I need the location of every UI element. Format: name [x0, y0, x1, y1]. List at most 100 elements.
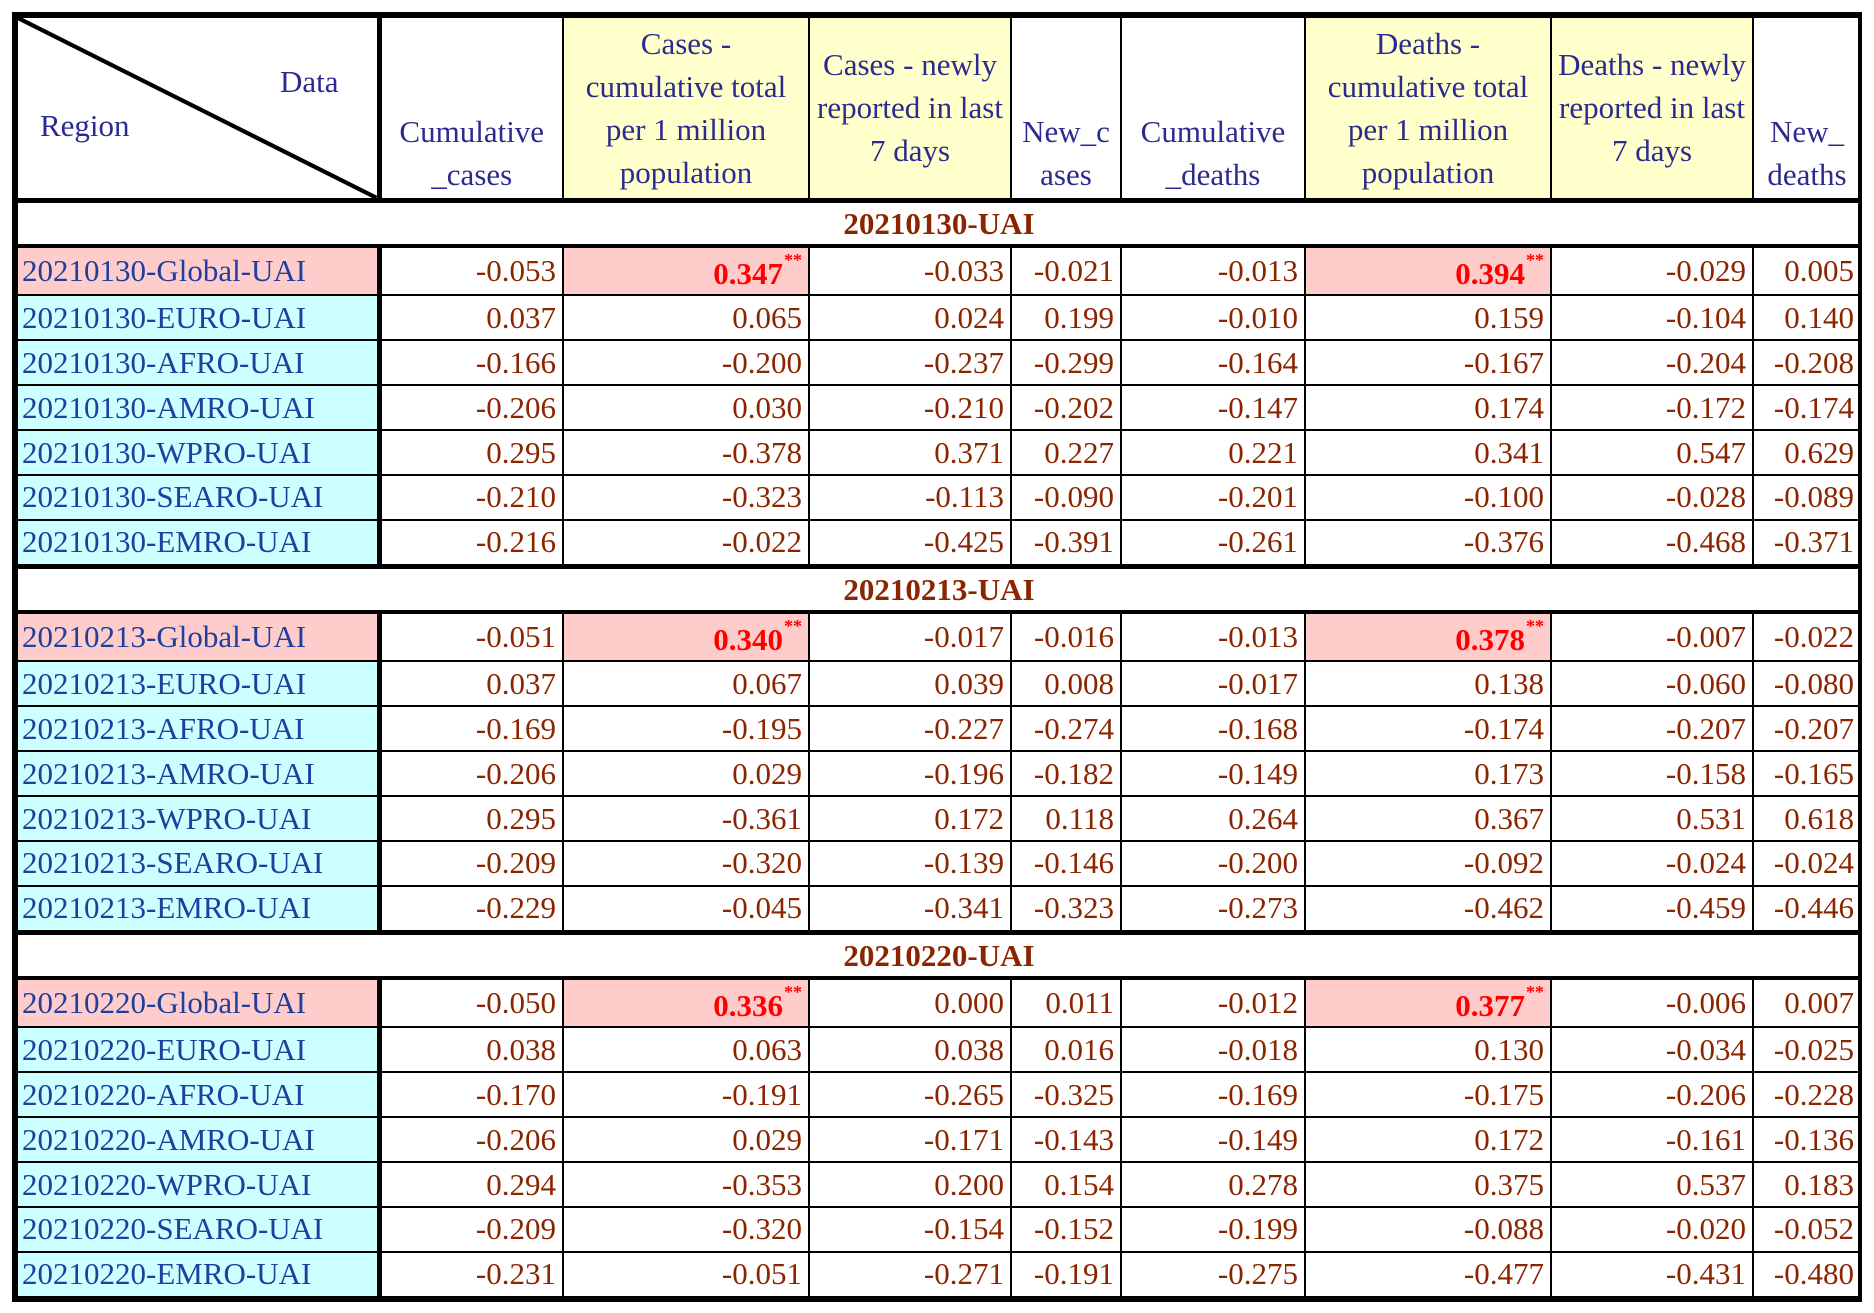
- value-cell: 0.200: [808, 1161, 1012, 1209]
- header-cases-last-7-days: Cases - newly reported in last 7 days: [808, 15, 1012, 203]
- cell-value: 0.183: [1784, 1166, 1854, 1202]
- value-cell: -0.022: [1752, 611, 1862, 663]
- value-cell: -0.229: [378, 884, 564, 934]
- cell-value: 0.172: [1474, 1121, 1544, 1157]
- cell-value: -0.166: [475, 344, 556, 380]
- value-cell: 0.172: [1304, 1116, 1552, 1164]
- cell-value: -0.201: [1217, 479, 1298, 515]
- value-cell: -0.208: [1752, 339, 1862, 387]
- cell-value: 0.295: [486, 800, 556, 836]
- cell-value: -0.206: [475, 755, 556, 791]
- value-cell: -0.033: [808, 245, 1012, 297]
- value-cell: 0.227: [1010, 429, 1122, 476]
- value-cell: -0.201: [1120, 473, 1306, 521]
- value-cell: -0.025: [1752, 1026, 1862, 1074]
- region-cell: 20210213-EURO-UAI: [16, 660, 382, 708]
- value-cell: -0.167: [1304, 339, 1552, 387]
- cell-value: -0.022: [721, 524, 802, 560]
- table-row: 20210220-AFRO-UAI -0.170 -0.191 -0.265 -0.32…: [16, 1071, 1862, 1119]
- value-cell: -0.158: [1550, 750, 1754, 798]
- correlation-table: Data Region Cumulative _cases Cases - cu…: [16, 15, 1862, 1299]
- value-cell: -0.028: [1550, 473, 1754, 521]
- value-cell: -0.092: [1304, 839, 1552, 887]
- table-row: 20210130-EURO-UAI 0.037 0.065 0.024 0.199 -0.…: [16, 294, 1862, 342]
- value-cell: 0.173: [1304, 750, 1552, 798]
- value-cell: 0.221: [1120, 429, 1306, 476]
- cell-value: -0.207: [1665, 710, 1746, 746]
- value-cell: 0.008: [1010, 660, 1122, 708]
- significance-mark: **: [784, 616, 802, 637]
- cell-value: -0.275: [1217, 1256, 1298, 1292]
- region-cell: 20210220-AFRO-UAI: [16, 1071, 382, 1119]
- value-cell: -0.204: [1550, 339, 1754, 387]
- header-cumulative-deaths: Cumulative _deaths: [1120, 15, 1306, 203]
- value-cell: -0.007: [1550, 611, 1754, 663]
- cell-value: -0.060: [1665, 665, 1746, 701]
- value-cell: -0.353: [562, 1161, 810, 1209]
- region-cell: 20210130-AMRO-UAI: [16, 384, 382, 432]
- cell-value: -0.154: [923, 1211, 1004, 1247]
- value-cell: -0.206: [378, 384, 564, 432]
- value-cell: -0.200: [1120, 839, 1306, 887]
- region-cell: 20210213-AMRO-UAI: [16, 750, 382, 798]
- cell-value: -0.024: [1665, 845, 1746, 881]
- cell-value: -0.196: [923, 755, 1004, 791]
- value-cell: 0.294: [378, 1161, 564, 1209]
- table-row: 20210213-AMRO-UAI -0.206 0.029 -0.196 -0.182…: [16, 750, 1862, 798]
- cell-value: -0.164: [1217, 344, 1298, 380]
- region-cell: 20210220-SEARO-UAI: [16, 1206, 382, 1253]
- value-cell: -0.080: [1752, 660, 1862, 708]
- value-cell: -0.191: [562, 1071, 810, 1119]
- cell-value: -0.024: [1773, 845, 1854, 881]
- cell-value: -0.210: [923, 389, 1004, 425]
- cell-value: -0.170: [475, 1076, 556, 1112]
- cell-value: 0.159: [1474, 299, 1544, 335]
- cell-value: -0.378: [721, 434, 802, 470]
- table-row: 20210213-EURO-UAI 0.037 0.067 0.039 0.008 -0.…: [16, 660, 1862, 708]
- value-cell: -0.053: [378, 245, 564, 297]
- cell-value: -0.146: [1033, 845, 1114, 881]
- value-cell: -0.216: [378, 518, 564, 568]
- significance-mark: **: [1526, 250, 1544, 271]
- cell-value: -0.209: [475, 845, 556, 881]
- value-cell: -0.149: [1120, 750, 1306, 798]
- table-row: 20210213-EMRO-UAI -0.229 -0.045 -0.341 -0.32…: [16, 884, 1862, 934]
- value-cell: 0.118: [1010, 795, 1122, 842]
- value-cell: -0.020: [1550, 1206, 1754, 1253]
- value-cell: 0.016: [1010, 1026, 1122, 1074]
- table-row: 20210213-AFRO-UAI -0.169 -0.195 -0.227 -0.27…: [16, 705, 1862, 753]
- cell-value: 0.065: [732, 299, 802, 335]
- cell-value: 0.371: [934, 434, 1004, 470]
- table-body: 20210130-UAI 20210130-Global-UAI -0.053 0.3…: [16, 197, 1862, 1299]
- cell-value: -0.265: [923, 1076, 1004, 1112]
- value-cell: 0.000: [808, 977, 1012, 1029]
- value-cell: -0.378: [562, 429, 810, 476]
- value-cell: -0.196: [808, 750, 1012, 798]
- table-row: 20210220-WPRO-UAI 0.294 -0.353 0.200 0.154 0.…: [16, 1161, 1862, 1209]
- group-title: 20210220-UAI: [16, 929, 1862, 981]
- cell-value: 0.264: [1228, 800, 1298, 836]
- value-cell: 0.547: [1550, 429, 1754, 476]
- significant-value-cell: 0.340**: [562, 611, 810, 663]
- value-cell: 0.140: [1752, 294, 1862, 342]
- cell-value: -0.020: [1665, 1211, 1746, 1247]
- cell-value: -0.006: [1665, 985, 1746, 1021]
- value-cell: 0.618: [1752, 795, 1862, 842]
- value-cell: 0.011: [1010, 977, 1122, 1029]
- region-cell: 20210130-Global-UAI: [16, 245, 382, 297]
- cell-value: 0.005: [1784, 253, 1854, 289]
- value-cell: -0.391: [1010, 518, 1122, 568]
- table-row: 20210213-SEARO-UAI -0.209 -0.320 -0.139 -0.1…: [16, 839, 1862, 887]
- region-cell: 20210213-WPRO-UAI: [16, 795, 382, 842]
- cell-value: 0.537: [1676, 1166, 1746, 1202]
- value-cell: -0.480: [1752, 1250, 1862, 1299]
- value-cell: 0.154: [1010, 1161, 1122, 1209]
- cell-value: 0.378: [1455, 622, 1525, 658]
- cell-value: -0.168: [1217, 710, 1298, 746]
- cell-value: -0.425: [923, 524, 1004, 560]
- cell-value: 0.294: [486, 1166, 556, 1202]
- value-cell: -0.273: [1120, 884, 1306, 934]
- cell-value: -0.204: [1665, 344, 1746, 380]
- cell-value: 0.008: [1044, 665, 1114, 701]
- value-cell: -0.104: [1550, 294, 1754, 342]
